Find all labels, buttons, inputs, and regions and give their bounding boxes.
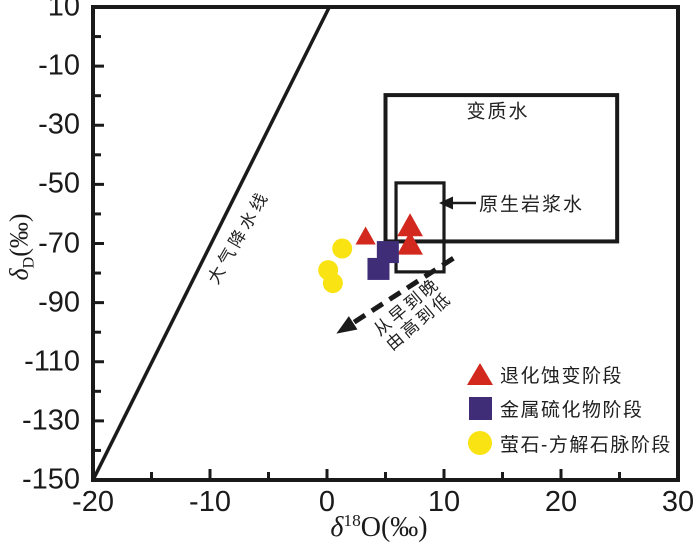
metamorphic-water-label: 变质水 bbox=[466, 101, 530, 123]
y-tick-label: -10 bbox=[38, 49, 80, 82]
data-point-square bbox=[367, 257, 390, 280]
legend-item-retrograde-alteration-stage: 退化蚀变阶段 bbox=[466, 357, 672, 392]
square-marker-icon bbox=[468, 397, 492, 421]
primary-magmatic-water-box bbox=[394, 181, 446, 274]
data-point-circle bbox=[322, 273, 343, 294]
x-tick-label: -20 bbox=[72, 486, 114, 518]
y-tick-label: -150 bbox=[21, 463, 80, 496]
data-point-square bbox=[376, 241, 399, 264]
meteoric-water-line bbox=[91, 6, 331, 481]
x-tick-label: 0 bbox=[318, 486, 336, 518]
plot-frame bbox=[91, 5, 680, 482]
trend-arrow-line bbox=[345, 256, 455, 330]
y-tick-label: -130 bbox=[21, 404, 80, 437]
primary-magmatic-water-label: 原生岩浆水 bbox=[479, 194, 585, 216]
data-point-triangle bbox=[355, 226, 376, 245]
y-tick-label: -110 bbox=[24, 345, 80, 378]
x-tick-label: 10 bbox=[427, 486, 461, 518]
data-point-triangle bbox=[397, 231, 423, 255]
trend-arrowhead bbox=[336, 316, 358, 334]
y-tick-label: 10 bbox=[47, 0, 80, 23]
legend-item-fluorite-calcite-vein-stage: 萤石-方解石脉阶段 bbox=[466, 426, 672, 461]
legend-label: 退化蚀变阶段 bbox=[500, 365, 624, 387]
y-tick-label: -50 bbox=[38, 167, 80, 200]
x-axis-unit: O(‰) bbox=[360, 512, 428, 544]
y-axis-subscript: D bbox=[20, 256, 38, 269]
circle-marker-icon bbox=[468, 431, 492, 456]
triangle-marker-icon bbox=[467, 363, 493, 386]
legend-item-metal-sulfide-stage: 金属硫化物阶段 bbox=[466, 392, 672, 427]
y-tick-label: -70 bbox=[38, 227, 80, 259]
x-tick-label: 30 bbox=[661, 486, 695, 518]
legend-label: 金属硫化物阶段 bbox=[500, 400, 644, 422]
legend-marker bbox=[466, 397, 494, 421]
legend-marker bbox=[466, 363, 494, 386]
x-axis-superscript: 18 bbox=[343, 510, 361, 530]
legend-marker bbox=[466, 431, 494, 456]
x-tick-label: -10 bbox=[189, 486, 231, 518]
x-tick-label: 20 bbox=[544, 486, 578, 518]
delta-symbol: δ bbox=[330, 512, 344, 544]
legend: 退化蚀变阶段 金属硫化物阶段 萤石-方解石脉阶段 bbox=[466, 357, 672, 461]
y-tick-label: -30 bbox=[38, 108, 80, 141]
legend-label: 萤石-方解石脉阶段 bbox=[500, 434, 672, 456]
x-axis-label: δ18O(‰) bbox=[330, 512, 427, 542]
metamorphic-water-box bbox=[383, 93, 620, 244]
delta-symbol: δ bbox=[4, 268, 34, 281]
magmatic-water-pointer-arrowhead bbox=[439, 196, 453, 210]
y-tick-label: -90 bbox=[38, 286, 80, 319]
data-point-triangle bbox=[397, 213, 423, 237]
data-point-circle bbox=[332, 238, 353, 259]
